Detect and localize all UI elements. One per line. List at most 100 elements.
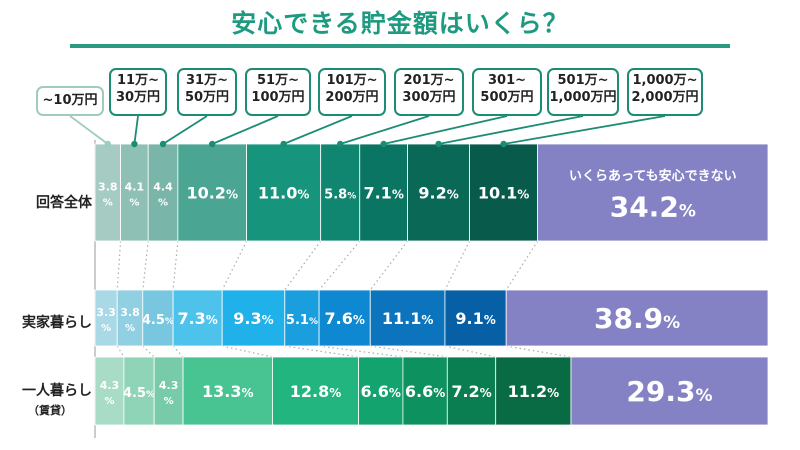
- data-label-row1-cat7: 11.1%: [382, 309, 434, 328]
- row-label-family-text: 実家暮らし: [22, 315, 92, 331]
- bar-segment-row1-cat6: [318, 289, 371, 347]
- data-label-row2-cat3: 13.3%: [202, 382, 254, 401]
- connector-dots: [116, 240, 122, 291]
- data-label-unit: %: [129, 198, 139, 209]
- bar-segment-row1-cat1: [116, 289, 144, 347]
- legend-leader-dot: [500, 140, 507, 148]
- connector-dots: [319, 345, 404, 358]
- data-label-row2-cat1: 4.5%: [123, 386, 155, 401]
- bar-segment-row1-cat4: [221, 289, 286, 347]
- data-label-row1-cat5: 5.1%: [286, 313, 318, 328]
- legend-leader-dot: [104, 140, 111, 148]
- bar-segment-row1-cat7: [369, 289, 446, 347]
- bar-segment-row2-cat2: [153, 356, 184, 426]
- bar-segment-row2-cat3: [182, 356, 273, 426]
- data-label-row2-cat9: 29.3%: [626, 375, 712, 408]
- legend-leader-dot: [159, 140, 167, 148]
- bar-segment-row2-cat9: [570, 356, 769, 426]
- row-label-family: 実家暮らし: [0, 312, 92, 332]
- legend-callout-4-line1: 101万~: [326, 73, 378, 88]
- bar-segment-row1-cat3: [172, 289, 223, 347]
- data-label-row0-cat4: 11.0%: [258, 184, 310, 203]
- bar-segment-row2-cat8: [495, 356, 572, 426]
- bar-segment-row1-cat8: [444, 289, 507, 347]
- data-label-row0-cat7: 9.2%: [418, 184, 458, 203]
- legend-callout-7-line1: 501万~: [557, 73, 609, 88]
- connector-dots: [370, 345, 448, 358]
- bar-segment-row0-cat6: [359, 143, 408, 242]
- data-label-row0-cat2: 4.4: [153, 181, 173, 194]
- connector-dots: [444, 345, 496, 358]
- row-label-alone: 一人暮らし （賃貸）: [0, 380, 92, 418]
- bar-segment-row1-cat2: [142, 289, 174, 347]
- data-label-unit: %: [158, 198, 168, 209]
- data-label-row1-cat0: 3.3: [96, 306, 116, 319]
- row-label-alone-sub: （賃貸）: [28, 404, 72, 417]
- legend-callout-1-line2: 30万円: [115, 90, 161, 105]
- legend-callout-0-line1: ~10万円: [42, 93, 98, 108]
- legend-leader-dot: [337, 140, 344, 148]
- data-label-row0-cat8: 10.1%: [478, 184, 530, 203]
- data-label-row2-cat4: 12.8%: [290, 382, 342, 401]
- legend-callout-4: 101万~ 200万円: [318, 68, 386, 116]
- data-label-row2-cat7: 7.2%: [451, 382, 491, 401]
- data-label-row1-cat8: 9.1%: [455, 309, 495, 328]
- data-label-unit: %: [101, 323, 111, 334]
- data-label-row0-cat3: 10.2%: [186, 184, 238, 203]
- legend-callout-5-line2: 300万円: [402, 90, 456, 105]
- data-label-row0-cat1: 4.1: [125, 181, 145, 194]
- legend-leader-line: [69, 115, 109, 145]
- data-label-row1-cat6: 7.6%: [324, 309, 364, 328]
- legend-leader-line: [283, 115, 353, 145]
- data-label-unit: %: [104, 396, 114, 407]
- legend-callout-0: ~10万円: [36, 86, 104, 116]
- row-label-all-text: 回答全体: [36, 195, 92, 211]
- data-label-row2-cat5: 6.6%: [361, 382, 401, 401]
- data-label-row0-cat9: 34.2%: [610, 191, 696, 224]
- legend-leader-line: [211, 115, 279, 145]
- connector-dots: [284, 345, 359, 358]
- data-label-row2-cat0: 4.3: [100, 379, 120, 392]
- legend-callout-5-line1: 201万~: [403, 73, 455, 88]
- legend-callout-4-line2: 200万円: [325, 90, 379, 105]
- connector-dots: [142, 240, 149, 291]
- bar-segment-row0-cat8: [469, 143, 539, 242]
- legend-leader-line: [383, 115, 508, 145]
- bar-segment-row0-cat5: [320, 143, 361, 242]
- row-label-all: 回答全体: [0, 192, 92, 212]
- connector-dots: [142, 345, 155, 358]
- bar-segment-row2-cat4: [272, 356, 359, 426]
- connector-dots: [505, 240, 539, 291]
- data-label-row0-cat0: 3.8: [98, 181, 118, 194]
- legend-callout-8-line1: 1,000万~: [632, 73, 698, 88]
- bar-segment-row1-cat9: [505, 289, 769, 347]
- legend-callout-3-line2: 100万円: [251, 90, 305, 105]
- data-label-row1-cat9: 38.9%: [594, 302, 680, 335]
- legend-callout-3: 51万~ 100万円: [245, 68, 311, 116]
- bar-segment-row0-cat1: [120, 143, 149, 242]
- legend-leader-dot: [131, 140, 138, 148]
- data-label-row2-cat2: 4.3: [159, 379, 179, 392]
- legend-callout-3-line1: 51万~: [257, 73, 299, 88]
- page-title: 安心できる貯金額はいくら？: [231, 9, 569, 38]
- bar-segment-row2-cat7: [446, 356, 497, 426]
- data-label-row2-cat6: 6.6%: [405, 382, 445, 401]
- bar-segment-row0-cat0: [94, 143, 121, 242]
- title-underline: [70, 44, 730, 48]
- data-label-unit: %: [103, 198, 113, 209]
- bar-segment-row0-cat2: [147, 143, 179, 242]
- legend-leader-line: [339, 115, 430, 145]
- connector-dots: [506, 345, 572, 358]
- legend-leader-line: [438, 115, 584, 145]
- connector-dots: [172, 345, 184, 358]
- connector-dots: [172, 240, 179, 291]
- connector-dots: [444, 240, 471, 291]
- legend-leader-dot: [380, 140, 387, 148]
- legend-callout-2: 31万~ 50万円: [177, 68, 237, 116]
- row-label-alone-text: 一人暮らし: [22, 383, 92, 399]
- connector-dots: [221, 240, 248, 291]
- legend-callout-5: 201万~ 300万円: [394, 68, 464, 116]
- legend-callout-1-line1: 11万~: [117, 73, 159, 88]
